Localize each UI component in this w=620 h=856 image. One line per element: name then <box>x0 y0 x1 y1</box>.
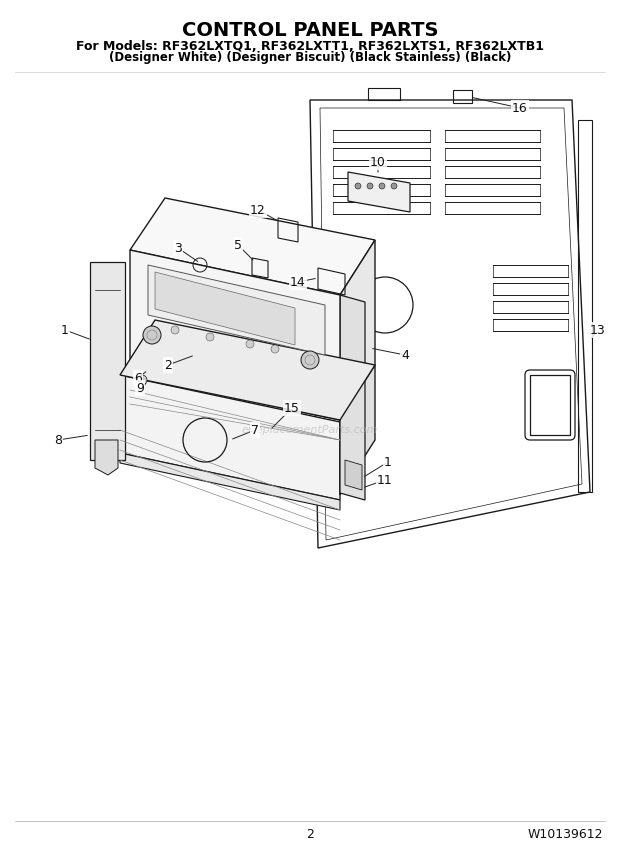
Polygon shape <box>348 172 410 212</box>
Polygon shape <box>340 240 375 420</box>
Text: 6: 6 <box>134 372 142 384</box>
Circle shape <box>271 345 279 353</box>
Text: 3: 3 <box>174 241 182 254</box>
Text: 5: 5 <box>234 239 242 252</box>
Circle shape <box>137 375 147 385</box>
Circle shape <box>367 183 373 189</box>
Text: W10139612: W10139612 <box>527 828 603 841</box>
Polygon shape <box>95 440 118 475</box>
Text: 2: 2 <box>164 359 172 372</box>
Text: 4: 4 <box>401 348 409 361</box>
Polygon shape <box>155 272 295 345</box>
Text: 14: 14 <box>290 276 306 288</box>
Circle shape <box>246 340 254 348</box>
Text: CONTROL PANEL PARTS: CONTROL PANEL PARTS <box>182 21 438 39</box>
Circle shape <box>301 351 319 369</box>
Circle shape <box>391 183 397 189</box>
Text: 11: 11 <box>377 473 393 486</box>
Circle shape <box>143 326 161 344</box>
Text: 12: 12 <box>250 204 266 217</box>
Text: 15: 15 <box>284 401 300 414</box>
Text: eReplacementParts.com: eReplacementParts.com <box>242 425 378 435</box>
Polygon shape <box>340 295 365 500</box>
Text: 9: 9 <box>136 382 144 395</box>
Text: (Designer White) (Designer Biscuit) (Black Stainless) (Black): (Designer White) (Designer Biscuit) (Bla… <box>109 51 511 63</box>
Text: 13: 13 <box>590 324 606 336</box>
Polygon shape <box>120 375 340 500</box>
Polygon shape <box>340 365 375 495</box>
Text: 2: 2 <box>306 828 314 841</box>
Polygon shape <box>345 460 362 490</box>
Polygon shape <box>120 320 375 420</box>
Polygon shape <box>120 453 340 510</box>
Text: 8: 8 <box>54 433 62 447</box>
Text: 10: 10 <box>370 156 386 169</box>
Polygon shape <box>130 198 375 295</box>
Text: 16: 16 <box>512 102 528 115</box>
Text: 1: 1 <box>61 324 69 336</box>
Polygon shape <box>90 262 125 460</box>
Circle shape <box>355 183 361 189</box>
Polygon shape <box>130 250 340 420</box>
Polygon shape <box>148 265 325 355</box>
Circle shape <box>206 333 214 341</box>
Circle shape <box>171 326 179 334</box>
Text: 7: 7 <box>251 424 259 437</box>
Text: For Models: RF362LXTQ1, RF362LXTT1, RF362LXTS1, RF362LXTB1: For Models: RF362LXTQ1, RF362LXTT1, RF36… <box>76 39 544 52</box>
Text: 1: 1 <box>384 455 392 468</box>
Circle shape <box>379 183 385 189</box>
